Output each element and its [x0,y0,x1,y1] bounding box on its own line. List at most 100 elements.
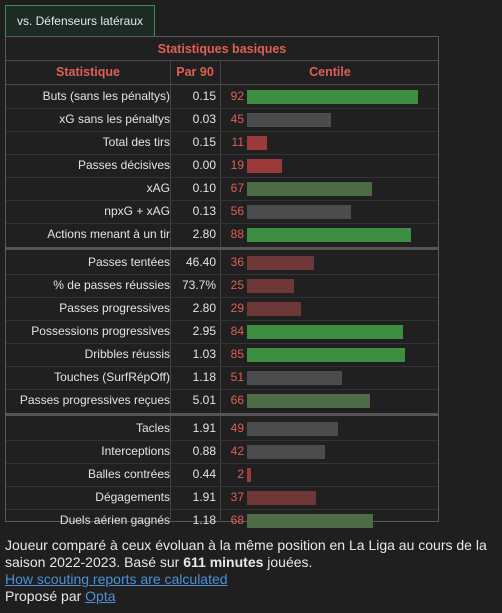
stat-label: Passes progressives [59,301,170,315]
row-divider [6,297,438,298]
table-row: Buts (sans les pénaltys) 0.15 92 [6,85,438,108]
row-divider [6,486,438,487]
percentile-bar [247,491,316,505]
minutes-played: 611 minutes [183,554,264,570]
per90-value: 2.80 [192,301,216,315]
stat-label: xG sans les pénaltys [59,112,170,126]
per90-value: 2.80 [192,227,216,241]
table-row: Balles contrées 0.44 2 [6,463,438,486]
per90-value: 1.91 [192,421,216,435]
tab-vs-lateral-defenders[interactable]: vs. Défenseurs latéraux [5,5,155,36]
percentile-bar [247,394,370,408]
table-row: Passes décisives 0.00 19 [6,154,438,177]
percentile-bar [247,159,282,173]
footer-text: Joueur comparé à ceux évoluan à la même … [5,537,487,570]
stat-label: Passes décisives [77,158,170,172]
row-divider [6,223,438,224]
percentile-value: 2 [237,467,244,481]
stat-label: Touches (SurfRépOff) [54,370,170,384]
row-divider [6,366,438,367]
table-row: Dribbles réussis 1.03 85 [6,343,438,366]
per90-value: 0.15 [192,135,216,149]
table-row: Actions menant à un tir 2.80 88 [6,223,438,246]
divider [170,60,171,522]
table-row: xG sans les pénaltys 0.03 45 [6,108,438,131]
scouting-explainer-link[interactable]: How scouting reports are calculated [5,571,228,587]
per90-value: 0.88 [192,444,216,458]
stat-label: Actions menant à un tir [47,227,170,241]
stat-label: Possessions progressives [31,324,170,338]
percentile-value: 88 [230,227,244,241]
percentile-bar [247,302,301,316]
row-divider [6,131,438,132]
row-divider [6,200,438,201]
per90-value: 1.03 [192,347,216,361]
percentile-bar [247,182,372,196]
stat-label: Total des tirs [102,135,170,149]
col-per90: Par 90 [176,65,214,79]
percentile-bar [247,468,251,482]
stat-label: Passes progressives reçues [19,393,170,407]
per90-value: 0.00 [192,158,216,172]
stat-label: xAG [146,181,170,195]
footer-text-end: jouées. [263,554,313,570]
per90-value: 0.15 [192,89,216,103]
stat-label: Balles contrées [87,467,170,481]
row-divider [6,463,438,464]
per90-value: 1.18 [192,370,216,384]
percentile-value: 37 [230,490,244,504]
percentile-value: 92 [230,89,244,103]
table-row: npxG + xAG 0.13 56 [6,200,438,223]
row-divider [6,177,438,178]
table-row: Interceptions 0.88 42 [6,440,438,463]
stat-label: Duels aérien gagnés [59,513,170,527]
percentile-value: 19 [230,158,244,172]
percentile-value: 68 [230,513,244,527]
table-title: Statistiques basiques [6,37,438,61]
col-statistic: Statistique [56,65,120,79]
percentile-bar [247,228,411,242]
column-headers: Statistique Par 90 Centile [6,60,438,85]
group-separator [6,247,438,250]
row-divider [6,343,438,344]
divider [220,60,221,522]
stat-label: npxG + xAG [104,204,170,218]
group-separator [6,413,438,416]
per90-value: 1.18 [192,513,216,527]
per90-value: 0.10 [192,181,216,195]
stat-label: Dribbles réussis [84,347,170,361]
per90-value: 73.7% [181,278,216,292]
percentile-value: 66 [230,393,244,407]
row-divider [6,154,438,155]
opta-link[interactable]: Opta [85,588,116,604]
row-divider [6,509,438,510]
percentile-bar [247,256,314,270]
scouting-report-table: Statistiques basiques Statistique Par 90… [5,36,439,528]
table-row: xAG 0.10 67 [6,177,438,200]
stat-label: Buts (sans les pénaltys) [42,89,170,103]
table-row: Passes progressives reçues 5.01 66 [6,389,438,412]
percentile-bar [247,136,267,150]
row-divider [6,440,438,441]
per90-value: 0.03 [192,112,216,126]
per90-value: 0.44 [192,467,216,481]
percentile-value: 49 [230,421,244,435]
table-row: Touches (SurfRépOff) 1.18 51 [6,366,438,389]
per90-value: 1.91 [192,490,216,504]
table-row: Duels aérien gagnés 1.18 68 [6,509,438,532]
row-divider [6,274,438,275]
percentile-value: 45 [230,112,244,126]
percentile-bar [247,325,403,339]
percentile-value: 29 [230,301,244,315]
per90-value: 5.01 [192,393,216,407]
percentile-value: 25 [230,278,244,292]
table-row: Passes tentées 46.40 36 [6,251,438,274]
percentile-value: 51 [230,370,244,384]
row-divider [6,108,438,109]
per90-value: 2.95 [192,324,216,338]
percentile-bar [247,205,351,219]
percentile-bar [247,279,294,293]
percentile-bar [247,371,342,385]
table-row: Passes progressives 2.80 29 [6,297,438,320]
stat-label: Dégagements [95,490,170,504]
